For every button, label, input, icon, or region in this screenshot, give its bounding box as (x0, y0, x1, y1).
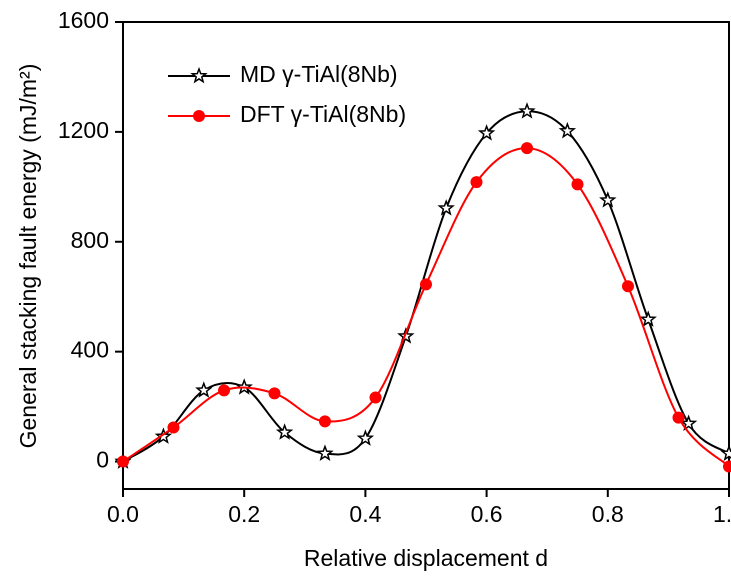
legend-marker (193, 110, 205, 122)
data-point (275, 423, 294, 440)
data-point (599, 191, 617, 208)
data-point (316, 444, 334, 461)
y-tick-label: 0 (96, 447, 109, 473)
data-point (558, 121, 577, 139)
data-point (369, 391, 382, 404)
y-tick-label: 800 (71, 227, 109, 253)
x-tick-label: 0.6 (471, 501, 503, 527)
data-point (723, 460, 731, 473)
data-point (195, 381, 213, 398)
x-tick-label: 0.8 (592, 501, 624, 527)
x-tick-label: 1.0 (713, 501, 731, 527)
y-tick-label: 1600 (58, 7, 109, 33)
data-point (521, 142, 534, 155)
x-tick-label: 0.4 (349, 501, 381, 527)
data-point (420, 278, 432, 291)
data-point (571, 178, 584, 191)
data-point (720, 444, 731, 461)
data-point (621, 280, 634, 293)
x-tick-label: 0.2 (228, 501, 260, 527)
data-point (437, 199, 455, 216)
data-point (518, 102, 536, 119)
data-point (117, 455, 129, 468)
series-line (122, 147, 730, 468)
y-tick-label: 400 (71, 337, 109, 363)
data-point (470, 176, 483, 189)
data-point (639, 310, 657, 327)
data-point (356, 429, 375, 446)
data-point (672, 411, 685, 424)
legend-label: DFT γ-TiAl(8Nb) (240, 101, 406, 127)
x-axis-title: Relative displacement d (304, 545, 548, 571)
data-point (218, 384, 231, 397)
data-point (477, 124, 496, 141)
plot-frame (122, 21, 730, 490)
legend-marker (190, 66, 208, 84)
x-tick-label: 0.0 (107, 501, 139, 527)
y-axis-title: General stacking fault energy (mJ/m²) (15, 64, 41, 449)
data-point (154, 427, 173, 444)
data-point (679, 414, 698, 432)
data-point (268, 387, 281, 400)
data-point (318, 415, 331, 428)
legend-label: MD γ-TiAl(8Nb) (240, 61, 398, 87)
data-point (167, 421, 180, 434)
y-tick-label: 1200 (58, 117, 109, 143)
